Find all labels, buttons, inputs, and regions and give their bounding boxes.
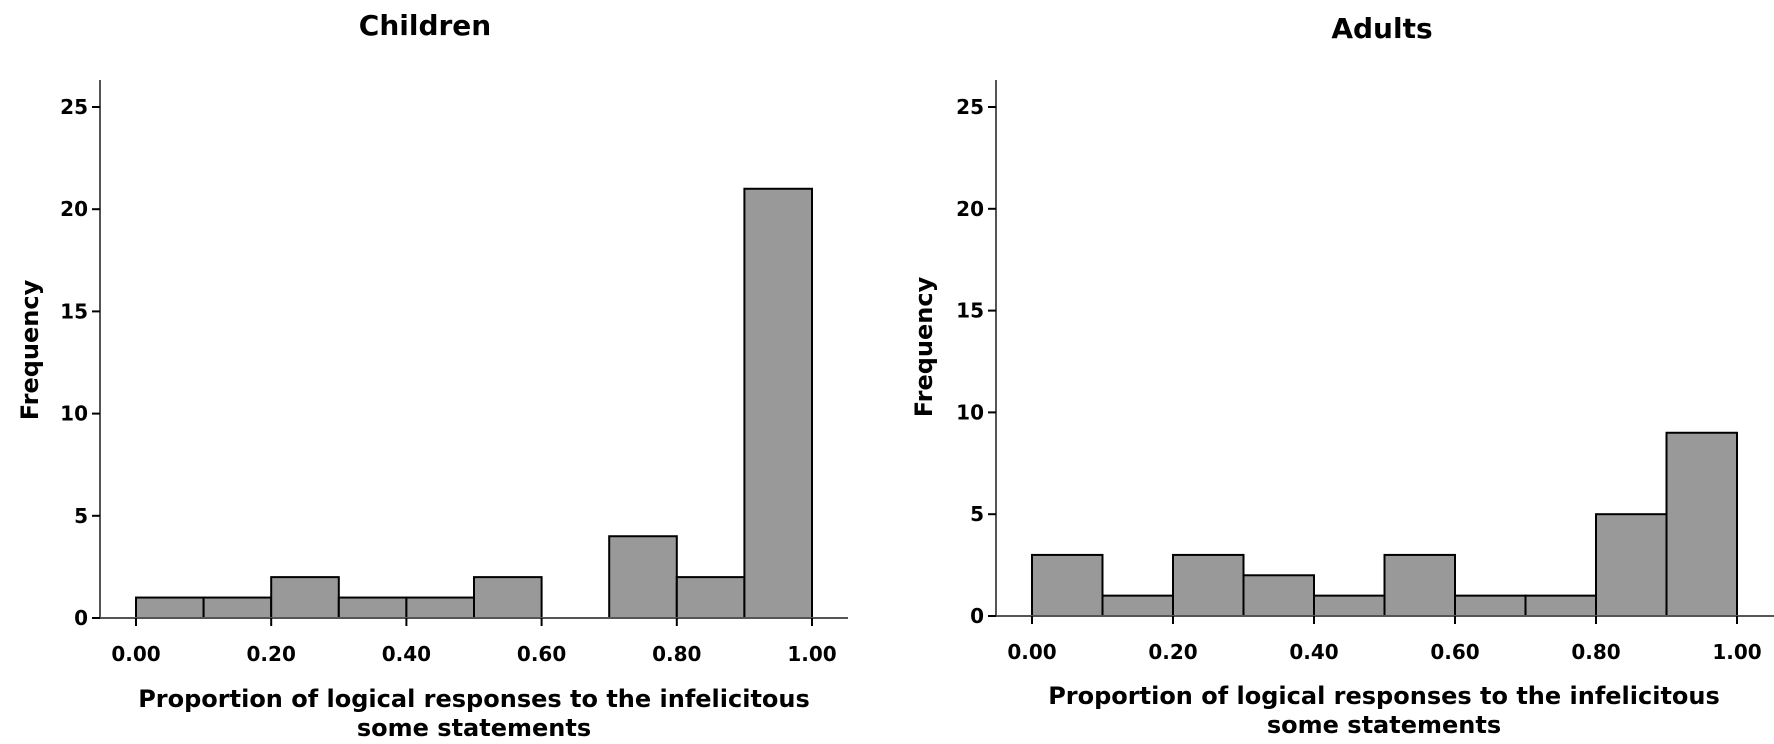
x-tick-label: 0.80 [1571,640,1620,664]
histogram-bar [609,536,677,618]
histogram-bar [339,598,407,618]
histogram-bar [1385,555,1456,616]
y-tick-label: 20 [956,197,984,221]
histogram-bar [1314,596,1385,616]
y-tick-label: 0 [970,604,984,628]
y-tick-label: 10 [956,400,984,424]
y-tick-label: 25 [956,95,984,119]
children-histogram-panel: Children 0 5 10 15 20 25 0.00 0.20 0.40 0.60 0.80 1.… [16,9,848,742]
histogram-bar [1244,575,1315,616]
x-axis-label-line-1: Proportion of logical responses to the i… [1048,682,1720,710]
y-tick-label: 15 [956,299,984,323]
histogram-bar [1526,596,1597,616]
histogram-bar [136,598,204,618]
x-axis-label-line-2: some statements [1267,711,1501,739]
y-axis-label: Frequency [910,276,938,417]
y-tick-label: 10 [60,402,88,426]
x-tick-label: 0.40 [1289,640,1338,664]
y-tick-label: 20 [60,197,88,221]
x-tick-label: 0.00 [1007,640,1056,664]
x-axis-label-line-1: Proportion of logical responses to the i… [138,685,810,713]
x-tick-label: 0.80 [652,642,701,666]
x-tick-label: 0.60 [517,642,566,666]
chart-title: Children [359,9,491,42]
histogram-bar [1103,596,1174,616]
y-tick-label: 25 [60,95,88,119]
histogram-bar [1032,555,1103,616]
y-tick-label: 15 [60,299,88,323]
y-axis-label: Frequency [16,279,44,420]
x-tick-label: 0.00 [111,642,160,666]
histogram-bar [1173,555,1244,616]
x-tick-label: 0.20 [1148,640,1197,664]
histogram-bar [271,577,339,618]
adults-histogram-panel: Adults 0 5 10 15 20 25 0.00 0.20 0.40 0.60 0.80 1.00… [910,12,1774,739]
x-tick-label: 1.00 [787,642,836,666]
x-tick-label: 0.60 [1430,640,1479,664]
histogram-bar [1667,433,1738,616]
x-tick-label: 0.40 [382,642,431,666]
histogram-bar [1455,596,1526,616]
histogram-bar [744,189,812,618]
histogram-bar [204,598,272,618]
y-tick-label: 5 [74,504,88,528]
y-tick-label: 0 [74,606,88,630]
x-tick-label: 0.20 [247,642,296,666]
chart-title: Adults [1331,12,1432,45]
y-tick-label: 5 [970,502,984,526]
histogram-bar [1596,514,1667,616]
x-axis-label-line-2: some statements [357,714,591,742]
histogram-bar [677,577,745,618]
x-tick-label: 1.00 [1712,640,1761,664]
histogram-bar [406,598,474,618]
histogram-bar [474,577,542,618]
